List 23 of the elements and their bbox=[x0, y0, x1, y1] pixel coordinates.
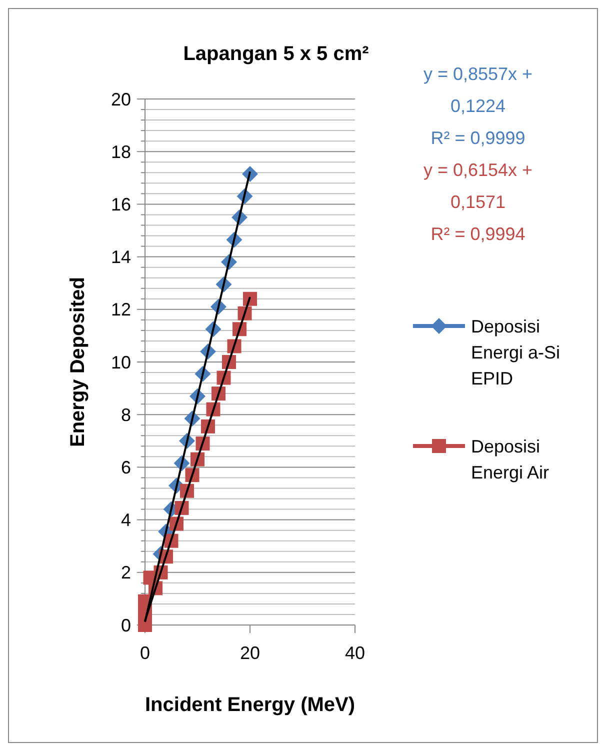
x-tick-label: 40 bbox=[344, 643, 366, 663]
y-tick-label: 10 bbox=[110, 352, 131, 372]
y-tick-label: 6 bbox=[120, 458, 131, 478]
text: R² = 0,9994 bbox=[430, 224, 526, 244]
text: y = 0,8557x + 0,1224 bbox=[423, 64, 533, 116]
x-tick-label: 0 bbox=[140, 643, 150, 663]
chart-title: Lapangan 5 x 5 cm² bbox=[183, 43, 370, 65]
x-axis-title: Incident Energy (MeV) bbox=[144, 694, 356, 716]
legend-label: Deposisi Energi a-Si EPID bbox=[471, 316, 560, 388]
y-tick-label: 4 bbox=[120, 510, 131, 530]
x-tick-label: 20 bbox=[240, 643, 260, 663]
y-tick-label: 12 bbox=[110, 300, 131, 320]
y-tick-label: 18 bbox=[110, 142, 131, 162]
y-tick-label: 8 bbox=[120, 404, 131, 425]
y-tick-label: 16 bbox=[110, 194, 131, 214]
legend-label: Deposisi Energi Air bbox=[471, 436, 550, 482]
text: y = 0,6154x + 0,1571 bbox=[423, 160, 533, 212]
y-tick-label: 2 bbox=[120, 562, 131, 583]
y-tick-label: 20 bbox=[110, 89, 131, 110]
y-axis-title: Energy Deposited bbox=[67, 276, 89, 448]
text: R² = 0,9999 bbox=[430, 128, 526, 148]
y-tick-label: 14 bbox=[110, 247, 131, 268]
y-tick-label: 0 bbox=[120, 615, 131, 636]
